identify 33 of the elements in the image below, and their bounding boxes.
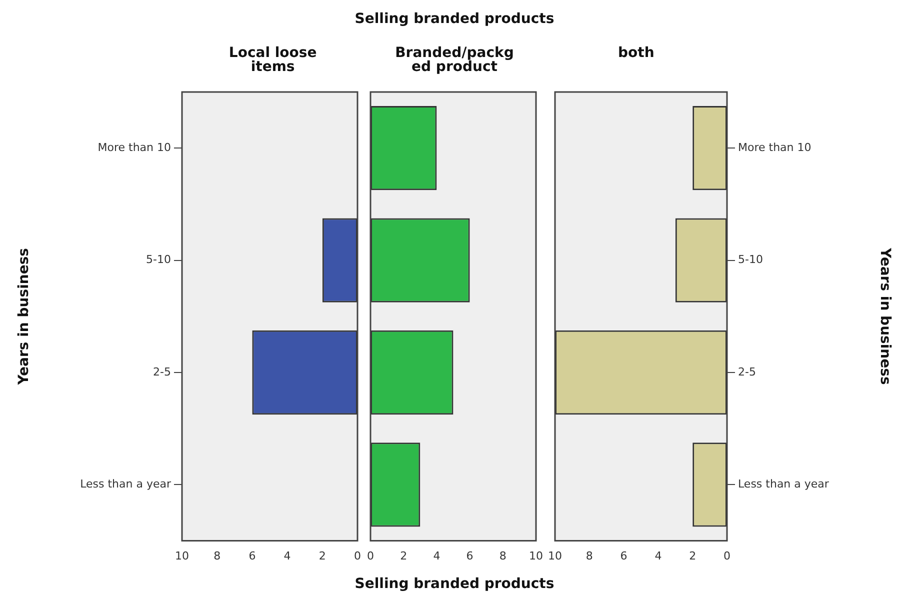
x-axis-title: Selling branded products [354, 576, 556, 592]
x-tick-label: 2 [318, 549, 326, 562]
y-tick-label: Less than a year [738, 478, 830, 491]
x-tick-label: 2 [689, 549, 696, 562]
y-tick-label: 2-5 [738, 365, 756, 378]
y-tick-label: More than 10 [738, 140, 812, 154]
x-tick-label: 10 [529, 549, 543, 562]
x-tick-label: 6 [620, 549, 628, 562]
chart-subtitle: Selling branded products [354, 11, 556, 27]
x-tick-label: 4 [433, 549, 440, 562]
x-tick-label: 10 [175, 549, 189, 562]
x-tick-label: 0 [354, 549, 361, 562]
x-tick-label: 6 [248, 549, 256, 562]
x-tick-label: 0 [724, 549, 730, 562]
x-tick-label: 6 [466, 549, 474, 562]
chart-title: both [617, 45, 656, 61]
x-tick-label: 0 [367, 549, 374, 562]
y-axis-title: Years in business [876, 247, 893, 385]
x-tick-label: 4 [654, 549, 662, 562]
x-tick-label: 10 [548, 549, 562, 562]
y-tick-label: More than 10 [98, 140, 171, 154]
y-tick-label: 5-10 [146, 253, 171, 266]
x-tick-label: 2 [400, 549, 408, 562]
y-axis-title: Years in business [16, 248, 32, 386]
y-tick-label: 5-10 [738, 253, 763, 266]
x-tick-label: 4 [284, 549, 291, 562]
x-tick-label: 8 [214, 549, 221, 562]
chart-title: Local loose items [228, 45, 318, 75]
x-tick-label: 8 [586, 549, 593, 562]
x-tick-label: 8 [499, 549, 506, 562]
y-tick-label: Less than a year [80, 478, 172, 491]
chart-title: Branded/packged product [394, 45, 514, 75]
y-tick-label: 2-5 [153, 365, 171, 378]
